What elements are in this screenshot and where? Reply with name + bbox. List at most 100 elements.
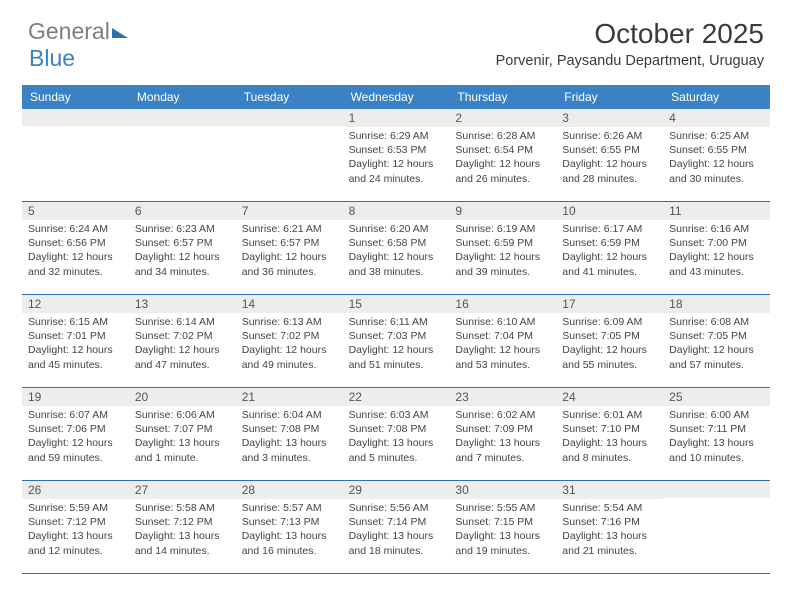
sunrise-text: Sunrise: 5:56 AM [349,501,444,515]
daylight-text: Daylight: 13 hours and 21 minutes. [562,529,657,557]
logo-triangle-icon [112,28,128,38]
day-number: 31 [556,481,663,499]
sunset-text: Sunset: 7:10 PM [562,422,657,436]
day-details: Sunrise: 6:16 AMSunset: 7:00 PMDaylight:… [663,220,770,281]
day-number: 19 [22,388,129,406]
day-cell: 7Sunrise: 6:21 AMSunset: 6:57 PMDaylight… [236,202,343,294]
day-details: Sunrise: 6:19 AMSunset: 6:59 PMDaylight:… [449,220,556,281]
sunset-text: Sunset: 7:12 PM [28,515,123,529]
daylight-text: Daylight: 12 hours and 32 minutes. [28,250,123,278]
day-details: Sunrise: 6:14 AMSunset: 7:02 PMDaylight:… [129,313,236,374]
sunrise-text: Sunrise: 6:13 AM [242,315,337,329]
day-cell: 15Sunrise: 6:11 AMSunset: 7:03 PMDayligh… [343,295,450,387]
day-details: Sunrise: 5:56 AMSunset: 7:14 PMDaylight:… [343,499,450,560]
day-details: Sunrise: 5:58 AMSunset: 7:12 PMDaylight:… [129,499,236,560]
daylight-text: Daylight: 13 hours and 8 minutes. [562,436,657,464]
sunrise-text: Sunrise: 6:04 AM [242,408,337,422]
sunset-text: Sunset: 7:11 PM [669,422,764,436]
day-details: Sunrise: 6:10 AMSunset: 7:04 PMDaylight:… [449,313,556,374]
sunrise-text: Sunrise: 6:24 AM [28,222,123,236]
day-number: 11 [663,202,770,220]
day-details: Sunrise: 6:24 AMSunset: 6:56 PMDaylight:… [22,220,129,281]
title-block: October 2025 Porvenir, Paysandu Departme… [496,18,764,69]
sunset-text: Sunset: 7:03 PM [349,329,444,343]
day-cell [22,109,129,201]
sunrise-text: Sunrise: 6:23 AM [135,222,230,236]
sunrise-text: Sunrise: 6:25 AM [669,129,764,143]
sunset-text: Sunset: 7:02 PM [242,329,337,343]
day-cell: 25Sunrise: 6:00 AMSunset: 7:11 PMDayligh… [663,388,770,480]
logo-part2: Blue [29,45,75,72]
sunrise-text: Sunrise: 6:07 AM [28,408,123,422]
day-number: 29 [343,481,450,499]
day-number [129,109,236,126]
sunrise-text: Sunrise: 6:10 AM [455,315,550,329]
header: General October 2025 Porvenir, Paysandu … [0,0,792,75]
sunset-text: Sunset: 6:59 PM [562,236,657,250]
day-cell: 21Sunrise: 6:04 AMSunset: 7:08 PMDayligh… [236,388,343,480]
sunrise-text: Sunrise: 6:15 AM [28,315,123,329]
sunrise-text: Sunrise: 6:29 AM [349,129,444,143]
day-number: 10 [556,202,663,220]
day-number: 30 [449,481,556,499]
daylight-text: Daylight: 12 hours and 24 minutes. [349,157,444,185]
day-cell: 16Sunrise: 6:10 AMSunset: 7:04 PMDayligh… [449,295,556,387]
daylight-text: Daylight: 13 hours and 7 minutes. [455,436,550,464]
daylight-text: Daylight: 12 hours and 26 minutes. [455,157,550,185]
sunset-text: Sunset: 7:05 PM [669,329,764,343]
day-details: Sunrise: 6:11 AMSunset: 7:03 PMDaylight:… [343,313,450,374]
logo: General [28,18,128,45]
day-details: Sunrise: 6:06 AMSunset: 7:07 PMDaylight:… [129,406,236,467]
day-details: Sunrise: 6:01 AMSunset: 7:10 PMDaylight:… [556,406,663,467]
day-cell: 19Sunrise: 6:07 AMSunset: 7:06 PMDayligh… [22,388,129,480]
col-tuesday: Tuesday [236,85,343,109]
sunset-text: Sunset: 6:56 PM [28,236,123,250]
sunset-text: Sunset: 7:09 PM [455,422,550,436]
day-cell: 31 Sunrise: 5:54 AMSunset: 7:16 PMDayligh… [556,481,663,573]
sunset-text: Sunset: 7:15 PM [455,515,550,529]
day-details: Sunrise: 6:21 AMSunset: 6:57 PMDaylight:… [236,220,343,281]
sunrise-text: Sunrise: 5:58 AM [135,501,230,515]
day-cell: 26Sunrise: 5:59 AMSunset: 7:12 PMDayligh… [22,481,129,573]
daylight-text: Daylight: 12 hours and 28 minutes. [562,157,657,185]
daylight-text: Daylight: 12 hours and 34 minutes. [135,250,230,278]
day-number: 21 [236,388,343,406]
day-number: 17 [556,295,663,313]
day-cell: 2Sunrise: 6:28 AMSunset: 6:54 PMDaylight… [449,109,556,201]
day-cell [129,109,236,201]
sunrise-text: Sunrise: 5:54 AM [562,501,657,515]
day-number: 15 [343,295,450,313]
day-cell: 9Sunrise: 6:19 AMSunset: 6:59 PMDaylight… [449,202,556,294]
day-number: 1 [343,109,450,127]
weeks-container: 1Sunrise: 6:29 AMSunset: 6:53 PMDaylight… [22,109,770,574]
day-number: 4 [663,109,770,127]
daylight-text: Daylight: 12 hours and 38 minutes. [349,250,444,278]
day-number: 5 [22,202,129,220]
day-number: 2 [449,109,556,127]
sunset-text: Sunset: 7:00 PM [669,236,764,250]
day-cell: 6Sunrise: 6:23 AMSunset: 6:57 PMDaylight… [129,202,236,294]
day-cell: 1Sunrise: 6:29 AMSunset: 6:53 PMDaylight… [343,109,450,201]
sunset-text: Sunset: 6:55 PM [562,143,657,157]
week-row: 5Sunrise: 6:24 AMSunset: 6:56 PMDaylight… [22,202,770,295]
sunset-text: Sunset: 7:16 PM [562,515,657,529]
day-number: 12 [22,295,129,313]
day-number [663,481,770,498]
day-details: Sunrise: 6:13 AMSunset: 7:02 PMDaylight:… [236,313,343,374]
week-row: 26Sunrise: 5:59 AMSunset: 7:12 PMDayligh… [22,481,770,574]
daylight-text: Daylight: 12 hours and 45 minutes. [28,343,123,371]
sunrise-text: Sunrise: 6:00 AM [669,408,764,422]
daylight-text: Daylight: 12 hours and 53 minutes. [455,343,550,371]
day-details: Sunrise: 6:29 AMSunset: 6:53 PMDaylight:… [343,127,450,188]
sunrise-text: Sunrise: 6:06 AM [135,408,230,422]
day-details: Sunrise: 6:08 AMSunset: 7:05 PMDaylight:… [663,313,770,374]
sunset-text: Sunset: 7:01 PM [28,329,123,343]
sunrise-text: Sunrise: 6:02 AM [455,408,550,422]
sunset-text: Sunset: 6:54 PM [455,143,550,157]
day-number: 8 [343,202,450,220]
day-number [236,109,343,126]
day-number: 7 [236,202,343,220]
sunset-text: Sunset: 7:13 PM [242,515,337,529]
day-number: 20 [129,388,236,406]
sunrise-text: Sunrise: 6:17 AM [562,222,657,236]
